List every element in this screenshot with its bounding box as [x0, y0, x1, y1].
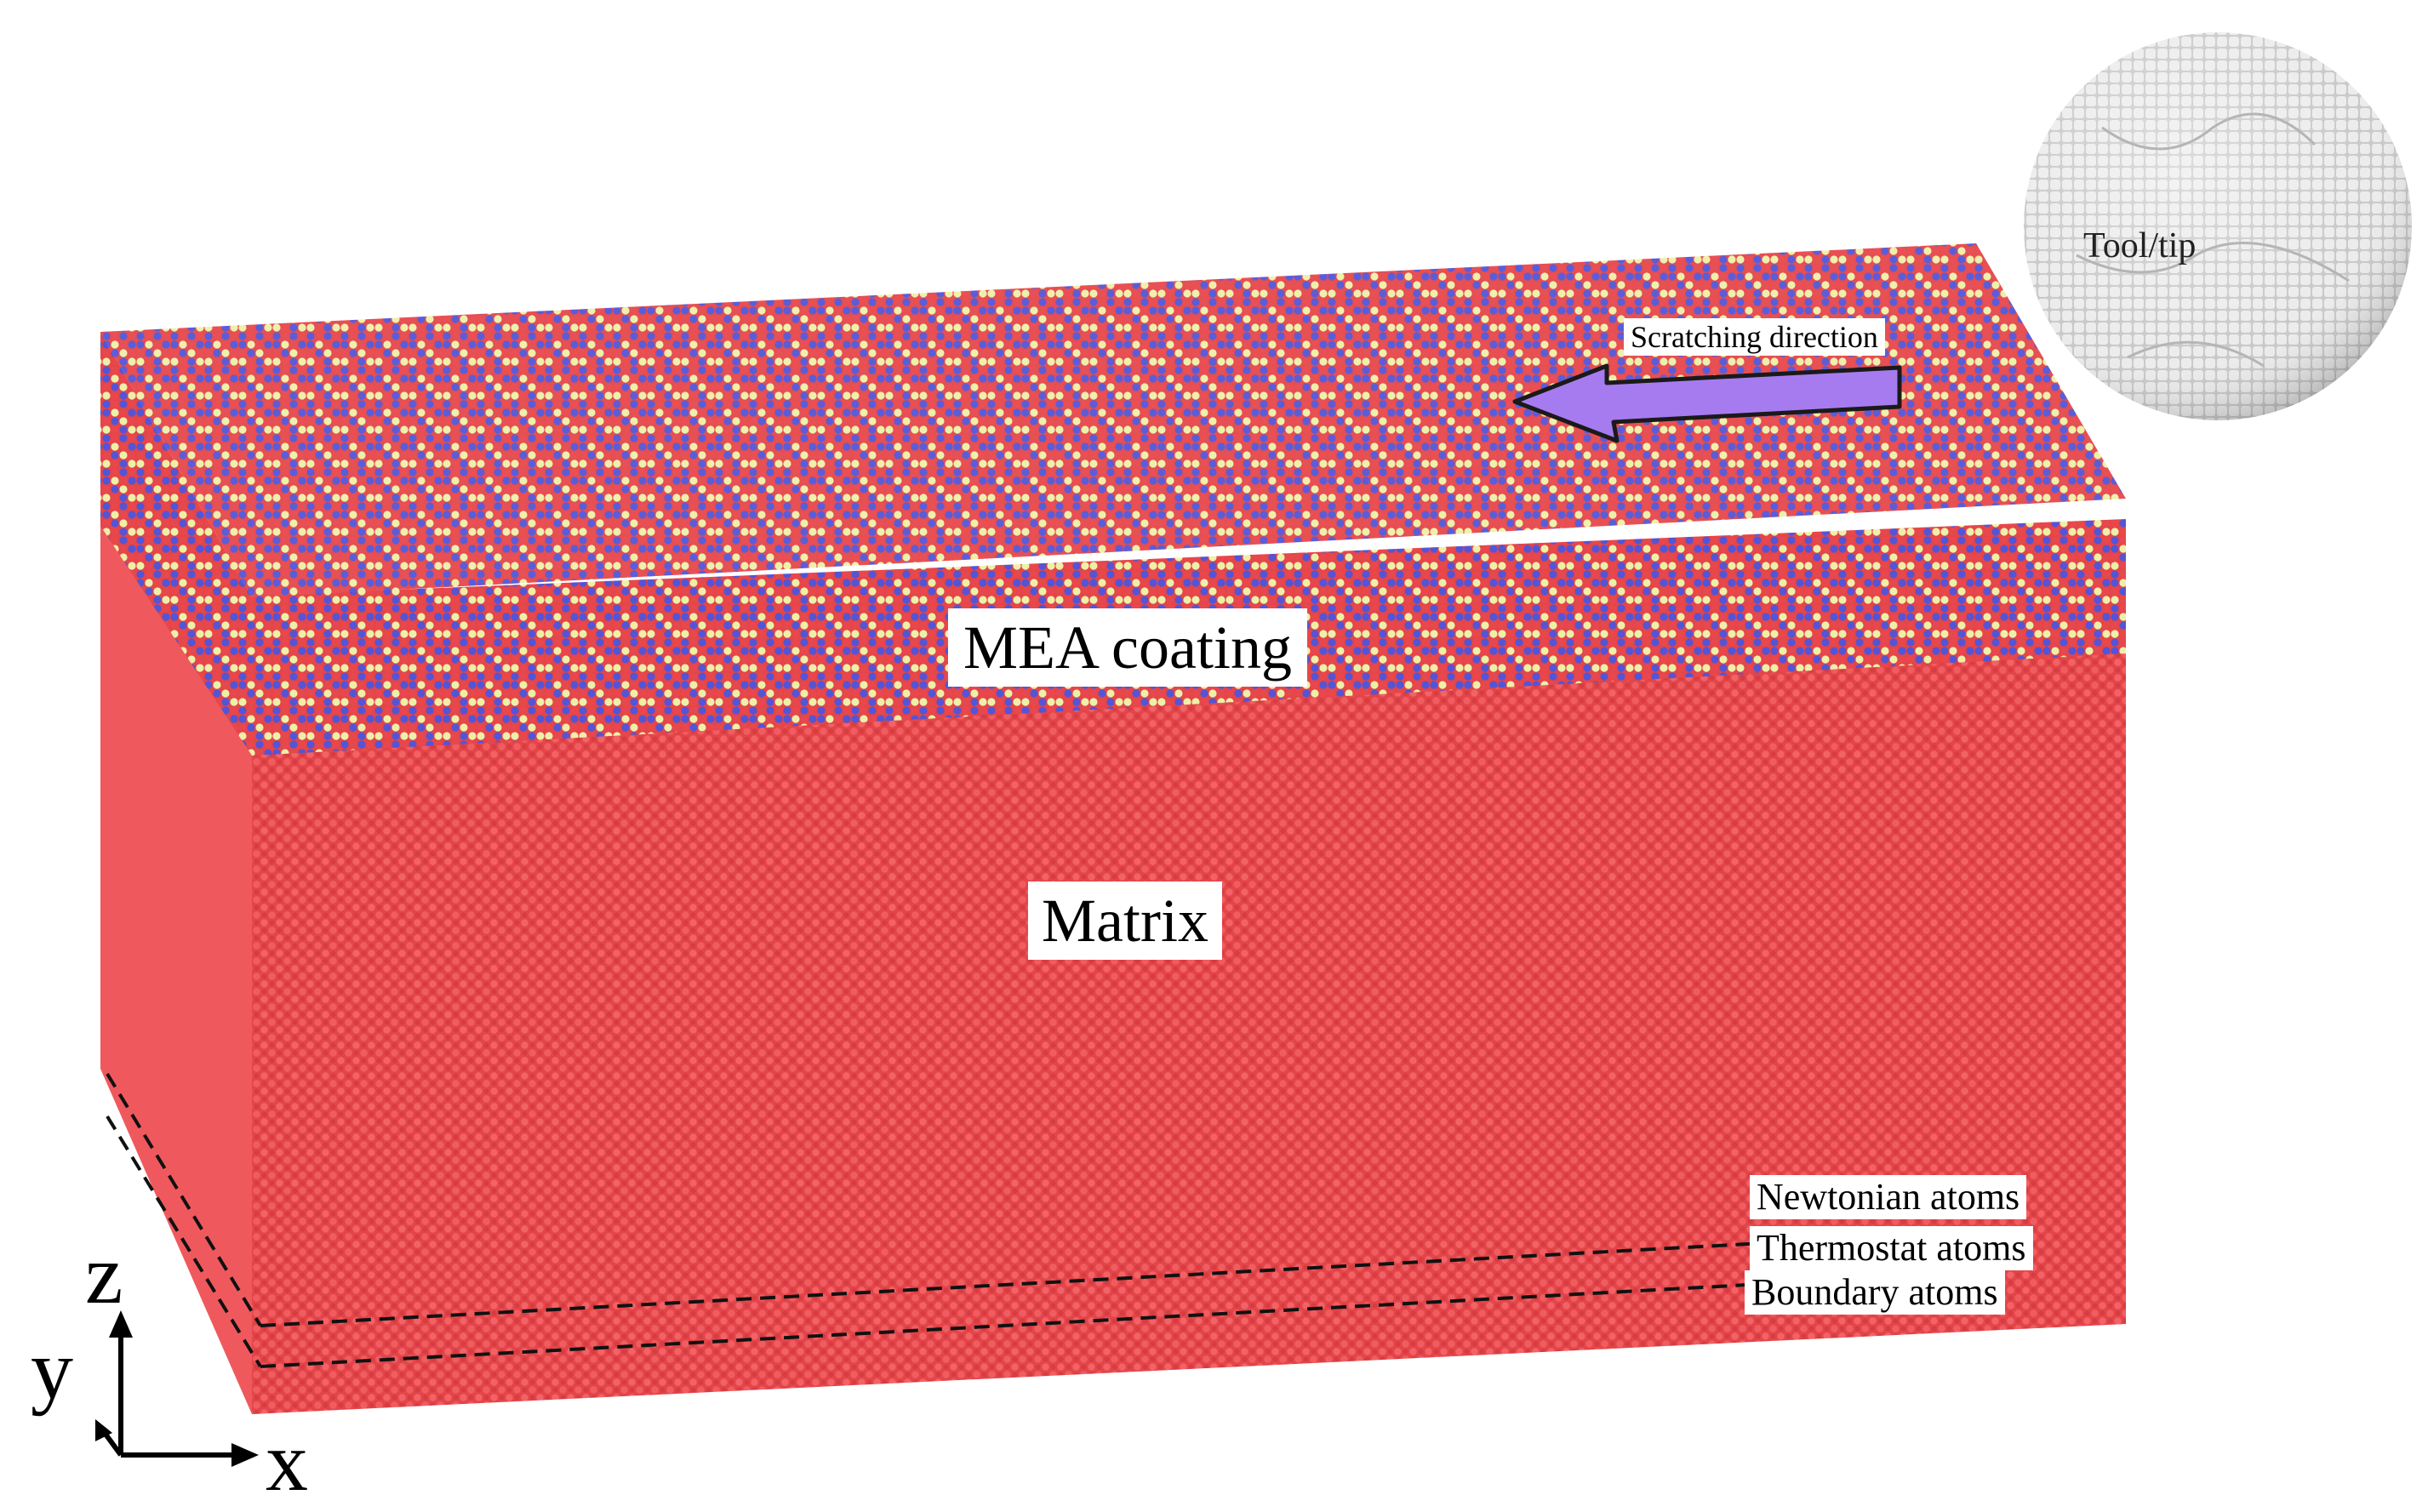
boundary-region-line: [260, 1281, 1780, 1368]
matrix-side-shade: [100, 514, 252, 1414]
side-dashed-line-2: [106, 1115, 262, 1368]
boundary-atoms-label: Boundary atoms: [1745, 1270, 2005, 1315]
x-axis-label: x: [266, 1414, 308, 1509]
mea-coating-label: MEA coating: [948, 608, 1307, 687]
tool-tip-sphere: [2024, 32, 2412, 420]
matrix-front-face: [252, 647, 2126, 1414]
matrix-side-face: [100, 514, 252, 1414]
axis-triad: [95, 1310, 259, 1467]
matrix-label: Matrix: [1028, 882, 1222, 960]
coating-side-face: [100, 332, 252, 756]
thermostat-atoms-label: Thermostat atoms: [1750, 1226, 2033, 1270]
scratching-direction-arrow: [1512, 363, 1902, 443]
tool-tip-label: Tool/tip: [2083, 226, 2197, 265]
thermostat-boundary-line: [260, 1241, 1780, 1327]
side-dashed-line-1: [106, 1072, 262, 1327]
coating-top-shade: [100, 243, 2126, 597]
z-axis-label: z: [85, 1227, 123, 1321]
scratching-direction-label: Scratching direction: [1624, 318, 1885, 356]
newtonian-atoms-label: Newtonian atoms: [1750, 1175, 2027, 1219]
y-axis-label: y: [31, 1322, 73, 1417]
coating-top-face: [100, 243, 2126, 597]
